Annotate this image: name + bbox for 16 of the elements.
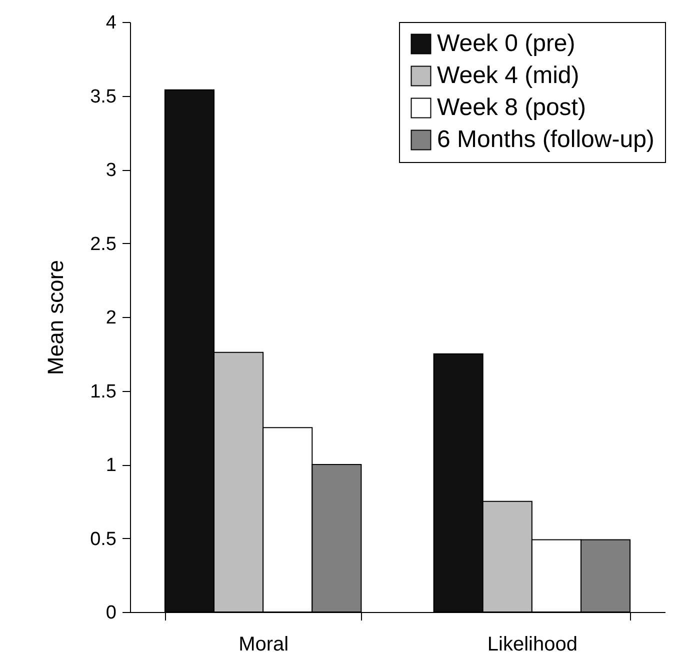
x-tick-label: Moral (238, 634, 289, 656)
legend-label: Week 0 (pre) (437, 30, 576, 57)
y-tick-label: 0 (106, 602, 116, 624)
legend-label: Week 8 (post) (437, 94, 586, 121)
legend-label: 6 Months (follow-up) (437, 126, 654, 153)
y-tick-label: 2.5 (90, 234, 116, 255)
y-tick-label: 4 (106, 12, 117, 34)
y-tick-label: 0.5 (90, 528, 116, 550)
y-tick-label: 1 (106, 455, 116, 476)
y-axis-title: Mean score (43, 260, 68, 375)
y-tick-label: 3.5 (90, 86, 116, 108)
x-tick-label: Likelihood (487, 634, 578, 656)
y-tick-label: 1.5 (90, 381, 116, 402)
legend-label: Week 4 (mid) (437, 62, 580, 89)
y-tick-label: 2 (106, 308, 116, 328)
y-tick-label: 3 (106, 160, 116, 181)
